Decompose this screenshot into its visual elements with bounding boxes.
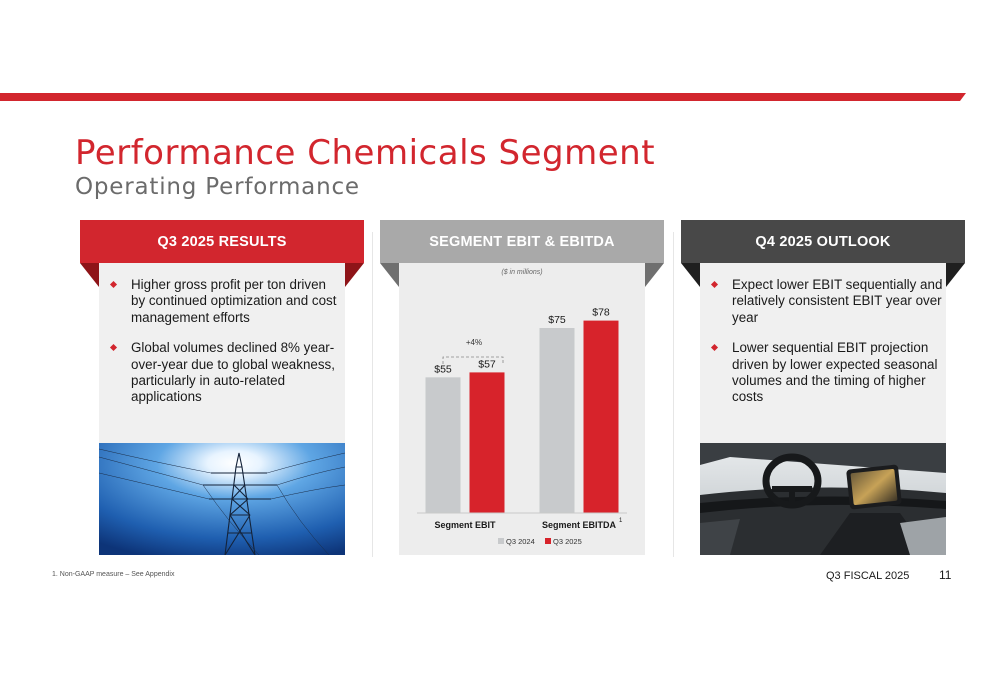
results-header: Q3 2025 RESULTS <box>80 220 364 263</box>
outlook-header: Q4 2025 OUTLOOK <box>681 220 965 263</box>
bar-q3-2024-segment-ebitda <box>539 328 575 513</box>
page-number: 11 <box>939 568 952 582</box>
legend-label-q3-2024: Q3 2024 <box>506 537 535 546</box>
diamond-bullet-icon <box>710 344 719 352</box>
panel-divider <box>673 232 674 557</box>
header-fold-left <box>380 263 399 287</box>
ebitda-footnote-marker: 1 <box>619 518 623 524</box>
bar-q3-2025-segment-ebitda <box>583 320 619 513</box>
slide-title: Performance Chemicals Segment <box>75 133 656 173</box>
diamond-bullet-icon <box>109 280 118 289</box>
bar-value-label: $57 <box>478 358 496 370</box>
header-fold-right <box>645 263 664 287</box>
header-fold-left <box>80 263 99 287</box>
chart-header: SEGMENT EBIT & EBITDA <box>380 220 664 263</box>
fiscal-period-label: Q3 FISCAL 2025 <box>826 570 910 582</box>
chart-legend: Q3 2024 Q3 2025 <box>498 537 582 546</box>
results-bullet: Higher gross profit per ton driven by co… <box>107 277 343 326</box>
car-interior-image <box>700 443 946 555</box>
chart-bars: $55 $57 $75 $78 <box>425 307 619 513</box>
header-fold-right <box>345 263 364 287</box>
category-label-ebit: Segment EBIT <box>434 520 496 530</box>
results-bullet-list: Higher gross profit per ton driven by co… <box>107 277 343 420</box>
bar-q3-2025-segment-ebit <box>469 372 505 513</box>
chart-annotation-group: +4% <box>442 338 504 369</box>
power-tower-image <box>99 443 345 555</box>
car-interior-dashboard-photo <box>700 443 946 555</box>
diamond-bullet-icon <box>710 280 719 289</box>
diamond-bullet-icon <box>109 344 118 352</box>
outlook-bullet-text: Expect lower EBIT sequentially and relat… <box>732 277 943 325</box>
bar-value-label: $78 <box>592 307 610 319</box>
legend-label-q3-2025: Q3 2025 <box>553 537 582 546</box>
results-bullet: Global volumes declined 8% year-over-yea… <box>107 340 343 406</box>
header-fold-right <box>946 263 965 287</box>
outlook-bullet-text: Lower sequential EBIT projection driven … <box>732 340 938 405</box>
panel-divider <box>372 232 373 557</box>
top-accent-bar <box>0 93 966 101</box>
growth-annotation: +4% <box>466 338 482 347</box>
legend-swatch-q3-2025 <box>545 538 551 544</box>
footnote: 1. Non-GAAP measure – See Appendix <box>52 571 175 578</box>
outlook-bullet: Expect lower EBIT sequentially and relat… <box>708 277 944 326</box>
chart-panel: SEGMENT EBIT & EBITDA ($ in millions) $5… <box>380 220 664 555</box>
outlook-bullet: Lower sequential EBIT projection driven … <box>708 340 944 406</box>
legend-swatch-q3-2024 <box>498 538 504 544</box>
bar-value-label: $55 <box>434 363 452 375</box>
bar-value-label: $75 <box>548 314 566 326</box>
ebit-ebitda-chart: ($ in millions) $55 $57 $75 $78 +4% Segment… <box>417 269 627 546</box>
growth-bracket <box>442 356 504 369</box>
results-bullet-text: Higher gross profit per ton driven by co… <box>131 277 337 325</box>
results-bullet-text: Global volumes declined 8% year-over-yea… <box>131 340 335 405</box>
chart-unit-note: ($ in millions) <box>501 269 542 276</box>
slide-subtitle: Operating Performance <box>75 174 360 200</box>
bar-q3-2024-segment-ebit <box>425 377 461 513</box>
outlook-panel: Q4 2025 OUTLOOK Expect lower EBIT sequen… <box>681 220 965 555</box>
category-label-ebitda: Segment EBITDA <box>542 520 617 530</box>
outlook-bullet-list: Expect lower EBIT sequentially and relat… <box>708 277 944 420</box>
header-fold-left <box>681 263 700 287</box>
results-panel: Q3 2025 RESULTS Higher gross profit per … <box>80 220 364 555</box>
power-transmission-tower-photo <box>99 443 345 555</box>
